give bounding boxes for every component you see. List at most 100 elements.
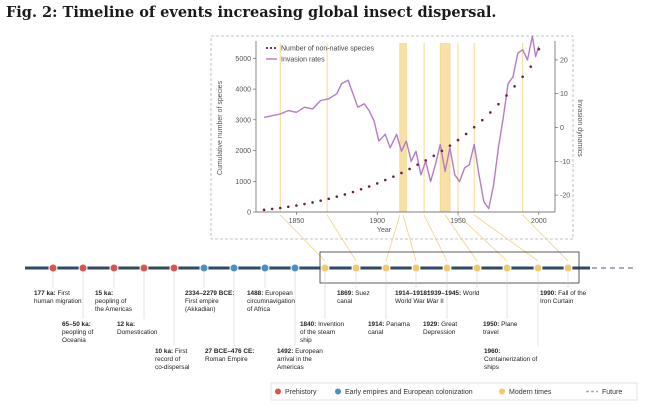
event-label-line: 1960: xyxy=(484,348,500,355)
era-legend-label: Future xyxy=(602,389,622,396)
timeline-event-dot xyxy=(351,263,361,273)
event-label-line: 10 ka: First xyxy=(155,348,188,355)
event-label-text: Fall of the xyxy=(556,290,586,297)
event-label-bold: 177 ka: xyxy=(34,290,56,297)
timeline-event-dot xyxy=(502,263,512,273)
event-label-text: European xyxy=(293,348,323,355)
species-point xyxy=(270,207,274,211)
x-tick-label: 1900 xyxy=(369,218,385,225)
event-label-line: 1914: Panama xyxy=(368,321,410,328)
chart-frame xyxy=(210,35,574,240)
war-band-1 xyxy=(440,43,450,212)
legend-label-species: Number of non-native species xyxy=(281,46,374,53)
timeline-event-label: 15 ka: peopling of the Americas xyxy=(95,290,132,313)
species-point xyxy=(262,208,266,212)
timeline-event-label: 1939–1945: World War II xyxy=(427,290,480,305)
species-point xyxy=(383,178,387,182)
legend-label-rates: Invasion rates xyxy=(281,57,325,64)
species-point xyxy=(513,85,516,88)
species-point xyxy=(529,65,533,68)
event-label-bold: 1840: xyxy=(300,321,316,328)
timeline-event-label: 1914: Panama canal xyxy=(368,321,410,336)
event-label-line: Depression xyxy=(423,329,456,336)
species-point xyxy=(367,185,371,188)
event-label-line: arrival in the xyxy=(277,356,312,363)
event-label-line: 1990: Fall of the xyxy=(540,290,587,297)
species-point xyxy=(432,154,436,158)
timeline-event-label: 65–50 ka: peopling of Oceania xyxy=(62,321,93,344)
event-label-line: 1929: Great xyxy=(423,321,457,328)
event-label-line: travel xyxy=(483,329,499,336)
timeline-event-dot xyxy=(229,263,239,273)
event-label-line: 27 BCE–476 CE: xyxy=(205,348,254,355)
species-point xyxy=(497,102,500,106)
event-label-line: 1939–1945: World xyxy=(427,290,480,297)
event-label-line: Containerization of xyxy=(484,356,538,363)
event-label-bold: 1914: xyxy=(368,321,384,328)
event-label-bold: 1960: xyxy=(484,348,500,355)
connector-line xyxy=(522,214,569,262)
timeline-event-dot xyxy=(139,263,149,273)
event-label-line: the Americas xyxy=(95,306,132,313)
species-point xyxy=(472,125,476,129)
invasion-rates-line xyxy=(263,35,540,210)
era-legend-label: Early empires and European colonization xyxy=(345,389,473,396)
event-label-line: circumna­vigation xyxy=(247,298,295,305)
timeline-event-dot xyxy=(48,263,58,273)
y-tick-label: 1000 xyxy=(235,179,251,186)
species-point xyxy=(440,149,444,153)
timeline-event-dot xyxy=(533,263,543,273)
y-tick-label: 4000 xyxy=(235,87,251,94)
species-point xyxy=(392,175,395,178)
event-label-line: co-dispersal xyxy=(155,364,189,371)
timeline-event-label: 1840: Invention of the steam ship xyxy=(300,321,345,344)
species-point xyxy=(303,202,306,206)
era-legend-swatch xyxy=(335,388,341,395)
timeline-event-dot xyxy=(320,263,330,273)
event-label-line: Domestication xyxy=(117,329,158,336)
species-point xyxy=(295,204,298,207)
event-label-bold: 2334–2279 BCE: xyxy=(185,290,234,297)
connector-line xyxy=(423,214,448,262)
era-legend-label: Prehistory xyxy=(285,389,317,396)
event-label-bold: 1929: xyxy=(423,321,439,328)
y-tick-label: 0 xyxy=(247,210,251,217)
y2-tick-label: 0 xyxy=(560,125,564,132)
timeline-event-dot xyxy=(381,263,391,273)
event-label-text: Panama xyxy=(384,321,410,328)
timeline-event-label: 1960: Containerization of ships xyxy=(484,348,538,371)
species-point xyxy=(448,144,452,147)
species-point xyxy=(480,118,484,122)
timeline-event-dot xyxy=(472,263,482,273)
event-label-line: 1488: European xyxy=(247,290,293,297)
y-tick-label: 2000 xyxy=(235,148,251,155)
species-point xyxy=(351,190,355,194)
chart-legend: Number of non-native species Invasion rat… xyxy=(265,46,374,64)
event-label-line: World War I xyxy=(395,298,429,305)
event-label-text: Great xyxy=(439,321,457,328)
y-tick-label: 3000 xyxy=(235,117,251,124)
timeline-event-dot xyxy=(563,263,573,273)
event-label-line: (Akkadian) xyxy=(185,306,216,313)
event-label-line: 15 ka: xyxy=(95,290,113,297)
event-label-bold: 12 ka: xyxy=(117,321,135,328)
event-label-line: 177 ka: First xyxy=(34,290,70,297)
timeline-event-label: 177 ka: First human migration xyxy=(34,290,82,305)
legend-marker-dotted xyxy=(265,46,269,50)
event-label-line: peopling of xyxy=(95,298,126,305)
event-label-bold: 1990: xyxy=(540,290,556,297)
event-label-text: European xyxy=(263,290,293,297)
timeline-event-label: 1914–1918: World War I xyxy=(395,290,429,305)
connector-line xyxy=(402,214,417,262)
timeline-event-label: 12 ka: Domestication xyxy=(117,321,158,336)
species-point xyxy=(408,167,411,171)
y-tick-label: 5000 xyxy=(235,56,251,63)
timeline-event-label: 1990: Fall of the Iron Curtain xyxy=(540,290,587,305)
connector-line xyxy=(326,214,357,262)
era-legend: Prehistory Early empires and European col… xyxy=(270,382,638,401)
connector-line xyxy=(457,214,508,262)
species-point xyxy=(311,201,314,204)
y2-axis-title: Invasion dynamics xyxy=(576,99,583,157)
connector-lines xyxy=(279,214,569,262)
era-legend-label: Modern times xyxy=(509,389,552,396)
